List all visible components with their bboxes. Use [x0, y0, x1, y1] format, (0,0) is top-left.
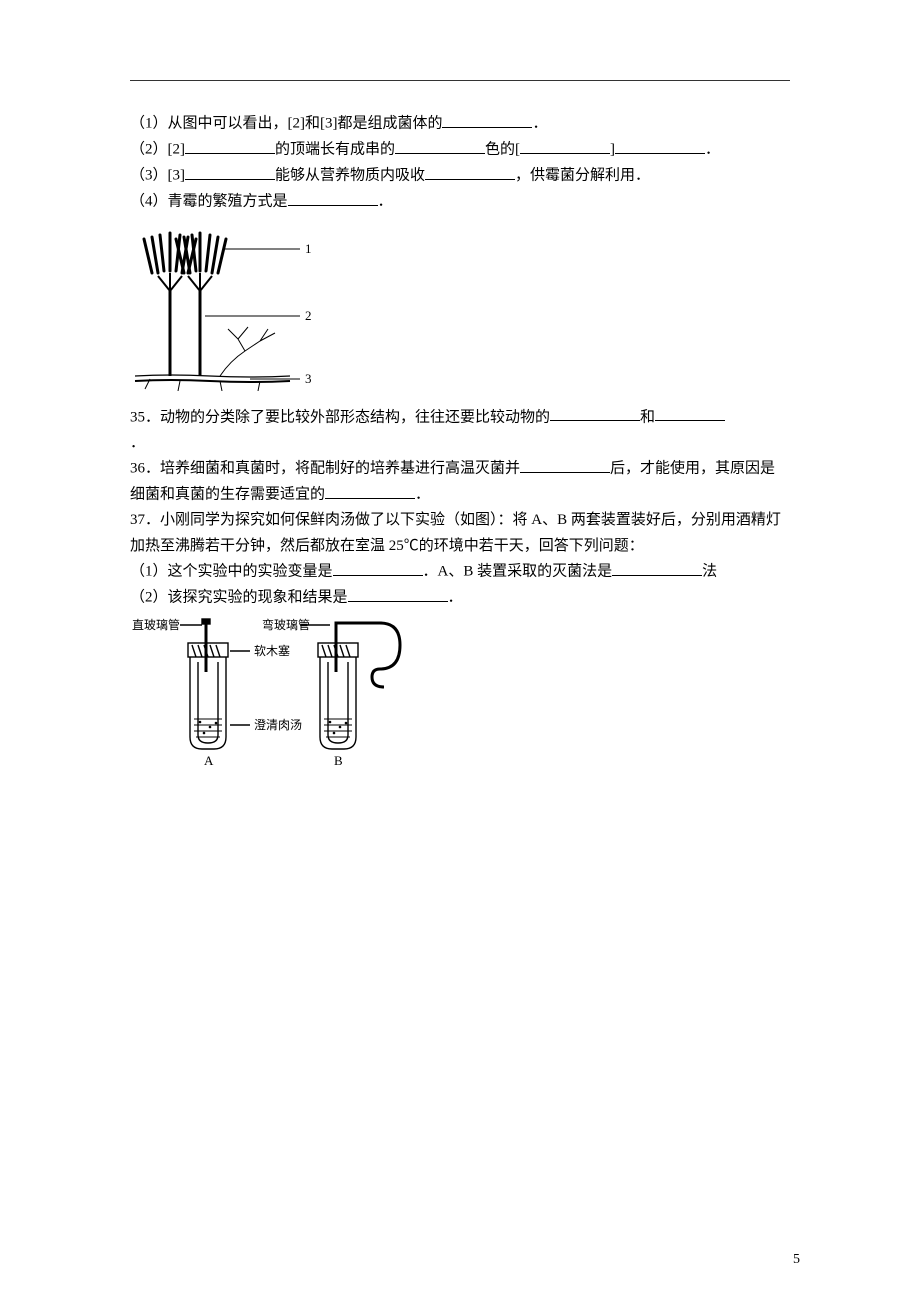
q35-a: 35．动物的分类除了要比较外部形态结构，往往还要比较动物的 [130, 409, 550, 425]
blank [395, 137, 485, 154]
q37-l1a: （1）这个实验中的实验变量是 [130, 564, 333, 580]
fig-label-2: 2 [305, 308, 312, 323]
label-broth: 澄清肉汤 [254, 717, 302, 732]
q37-l2b: ． [448, 590, 463, 606]
blank [348, 585, 448, 602]
page-container: （1）从图中可以看出，[2]和[3]都是组成菌体的 ． （2）[2] 的顶端长有成串… [0, 0, 920, 821]
blank [185, 137, 275, 154]
page-number: 5 [793, 1248, 800, 1272]
q35-tail: ． [130, 431, 790, 457]
q34-l3b: 能够从营养物质内吸收 [275, 168, 425, 184]
label-cork: 软木塞 [254, 643, 290, 658]
q35-line: 35．动物的分类除了要比较外部形态结构，往往还要比较动物的 和 [130, 405, 790, 431]
q34-line1: （1）从图中可以看出，[2]和[3]都是组成菌体的 ． [130, 111, 790, 137]
q37-l2a: （2）该探究实验的现象和结果是 [130, 590, 348, 606]
mold-diagram-svg: 1 2 3 [130, 221, 320, 391]
q34-l3c: ，供霉菌分解利用． [515, 168, 650, 184]
q34-l2b: 的顶端长有成串的 [275, 142, 395, 158]
blank [550, 405, 640, 422]
q36-a: 36．培养细菌和真菌时，将配制好的培养基进行高温灭菌并 [130, 461, 520, 477]
tubes-diagram-svg: 直玻璃管 弯玻璃管 软木塞 澄清肉汤 A B [130, 617, 420, 767]
fig-label-1: 1 [305, 241, 312, 256]
blank [615, 137, 705, 154]
q34-line3: （3）[3] 能够从营养物质内吸收 ，供霉菌分解利用． [130, 163, 790, 189]
fig-label-3: 3 [305, 371, 312, 386]
blank [288, 189, 378, 206]
q34-line4: （4）青霉的繁殖方式是 ． [130, 189, 790, 215]
blank [425, 163, 515, 180]
blank [612, 559, 702, 576]
label-A: A [204, 753, 214, 767]
q37-l1c: 法 [702, 564, 717, 580]
blank [520, 137, 610, 154]
q34-l2e: ． [705, 142, 720, 158]
q34-l2a: （2）[2] [130, 142, 185, 158]
q34-l4b: ． [378, 194, 393, 210]
q34-line2: （2）[2]的顶端长有成串的色的[]． [130, 137, 790, 163]
blank [325, 482, 415, 499]
q36-c: ． [415, 487, 430, 503]
q34-l4a: （4）青霉的繁殖方式是 [130, 194, 288, 210]
q34-l2c: 色的[ [485, 142, 520, 158]
blank [655, 405, 725, 422]
q37-intro: 37．小刚同学为探究如何保鲜肉汤做了以下实验（如图）：将 A、B 两套装置装好后… [130, 508, 790, 559]
blank [333, 559, 423, 576]
blank [442, 111, 532, 128]
label-bent-tube: 弯玻璃管 [262, 617, 310, 632]
q37-line1: （1）这个实验中的实验变量是 ．A、B 装置采取的灭菌法是 法 [130, 559, 790, 585]
q34-l3a: （3）[3] [130, 168, 185, 184]
q37-line2: （2）该探究实验的现象和结果是 ． [130, 585, 790, 611]
q35-b: 和 [640, 409, 655, 425]
top-rule [130, 80, 790, 81]
q36-line: 36．培养细菌和真菌时，将配制好的培养基进行高温灭菌并后，才能使用，其原因是细菌… [130, 456, 790, 508]
blank [520, 456, 610, 473]
q34-l1a: （1）从图中可以看出，[2]和[3]都是组成菌体的 [130, 116, 442, 132]
blank [185, 163, 275, 180]
q34-figure: 1 2 3 [130, 221, 790, 401]
q34-l1b: ． [532, 116, 547, 132]
q37-l1b: ．A、B 装置采取的灭菌法是 [423, 564, 613, 580]
q37-figure: 直玻璃管 弯玻璃管 软木塞 澄清肉汤 A B [130, 617, 790, 777]
label-B: B [334, 753, 343, 767]
q35-c: ． [130, 435, 145, 451]
label-straight-tube: 直玻璃管 [132, 617, 180, 632]
